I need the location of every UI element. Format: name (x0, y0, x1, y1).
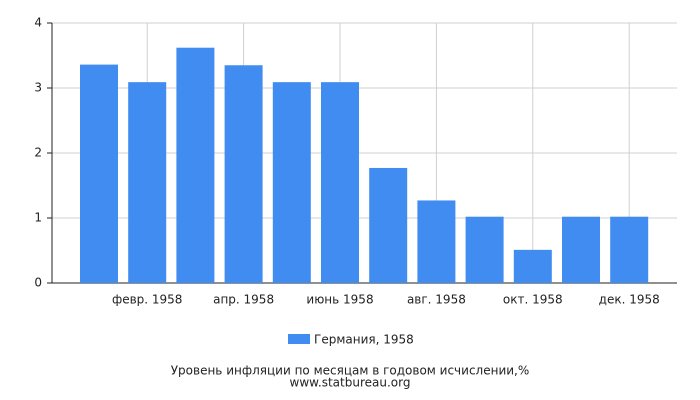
legend-label: Германия, 1958 (314, 333, 414, 347)
y-tick-label: 2 (34, 146, 42, 160)
x-tick-label: авг. 1958 (407, 293, 466, 307)
bar (465, 216, 504, 283)
source: www.statbureau.org (290, 376, 411, 390)
bar (224, 65, 263, 283)
x-tick-label: февр. 1958 (112, 293, 183, 307)
chart-title: Уровень инфляции по месяцам в годовом ис… (171, 364, 530, 378)
x-tick-label: апр. 1958 (213, 293, 274, 307)
x-tick-label: окт. 1958 (503, 293, 563, 307)
y-tick-label: 1 (34, 211, 42, 225)
bar (176, 47, 215, 284)
bar (513, 249, 552, 283)
bar (128, 82, 167, 284)
x-tick-label: июнь 1958 (306, 293, 373, 307)
bar (417, 200, 456, 283)
x-tick-label: дек. 1958 (599, 293, 660, 307)
legend-swatch (288, 334, 310, 344)
y-tick-label: 4 (34, 16, 42, 30)
bar (272, 82, 311, 284)
bar (562, 216, 600, 283)
bar (321, 82, 359, 284)
y-tick-label: 0 (34, 276, 42, 290)
y-tick-label: 3 (34, 81, 42, 95)
bar (80, 64, 118, 283)
bar (369, 167, 408, 283)
bar (610, 216, 649, 283)
